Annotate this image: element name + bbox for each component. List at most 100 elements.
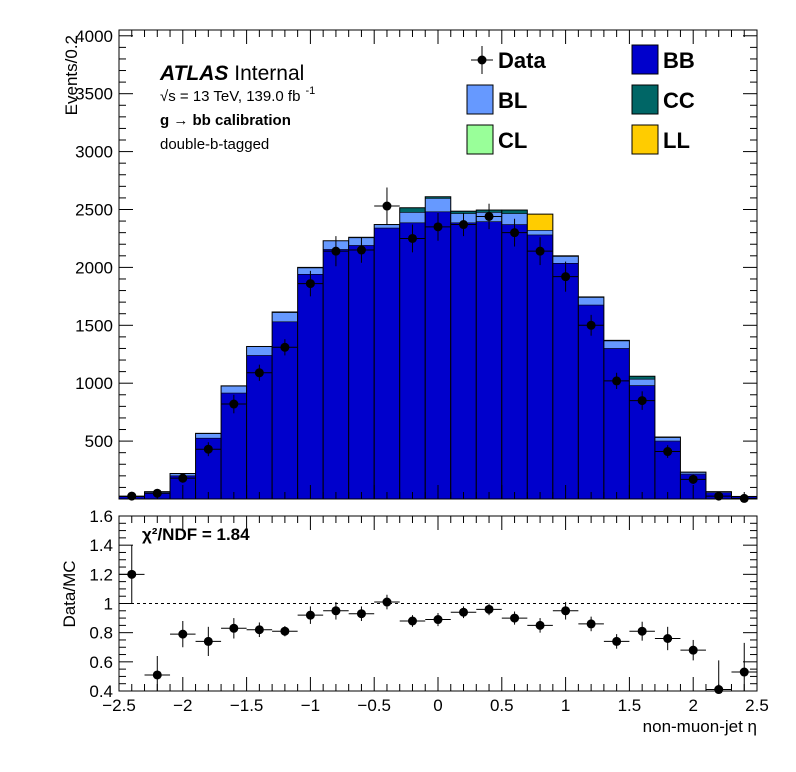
x-tick-label: 0 xyxy=(433,696,442,715)
legend-label: CL xyxy=(498,128,527,153)
bar-bb xyxy=(297,274,324,499)
energy-label: √s = 13 TeV, 139.0 fb -1 xyxy=(160,85,315,105)
x-tick-label: −1.5 xyxy=(230,696,264,715)
legend-swatch xyxy=(466,84,494,115)
data-point xyxy=(663,447,673,457)
ratio-point xyxy=(663,634,673,643)
bar-bb xyxy=(578,305,604,499)
legend-entry-data: Data xyxy=(471,46,546,74)
bar-bl xyxy=(195,433,222,439)
y-tick-label: 2000 xyxy=(75,258,113,277)
data-point xyxy=(484,211,494,221)
bar-bl xyxy=(552,256,579,264)
bar-bl xyxy=(399,212,426,223)
bar-bl xyxy=(425,198,451,212)
legend-swatch xyxy=(466,124,494,155)
bar-bb xyxy=(348,245,375,499)
ratio-point xyxy=(535,620,545,630)
ratio-point xyxy=(331,606,341,616)
data-point xyxy=(459,220,469,230)
bar-bb xyxy=(374,228,400,499)
atlas-label: ATLAS Internal xyxy=(159,62,304,85)
data-point xyxy=(637,396,647,406)
y-tick-label: 4000 xyxy=(75,27,113,46)
data-point xyxy=(586,320,596,330)
legend-label: BL xyxy=(498,88,527,113)
chi2-label: χ²/NDF = 1.84 xyxy=(142,525,250,544)
ratio-point xyxy=(561,606,571,616)
legend-label: CC xyxy=(663,88,695,113)
ratio-y-tick-label: 0.8 xyxy=(89,624,113,643)
bar-bl xyxy=(527,230,553,235)
legend-entry-bl: BL xyxy=(466,84,527,115)
bar-bb xyxy=(527,234,553,499)
data-point xyxy=(612,376,622,386)
data-point xyxy=(688,474,698,484)
bar-bb xyxy=(501,224,528,499)
ratio-point xyxy=(637,626,647,636)
data-point xyxy=(178,473,188,483)
y-tick-label: 1500 xyxy=(75,316,113,335)
x-axis-label: non-muon-jet η xyxy=(643,717,757,736)
ratio-y-tick-label: 1.2 xyxy=(89,565,113,584)
legend-entry-cc: CC xyxy=(631,84,695,115)
ratio-y-tick-label: 0.6 xyxy=(89,653,113,672)
ratio-point xyxy=(739,667,749,677)
data-point xyxy=(433,222,443,232)
bar-bb xyxy=(425,211,451,499)
data-point xyxy=(535,246,545,256)
ratio-point xyxy=(280,626,290,636)
ratio-point xyxy=(152,670,162,680)
ratio-y-tick-label: 0.4 xyxy=(89,682,113,701)
ratio-point xyxy=(433,615,443,625)
x-tick-label: 2 xyxy=(688,696,697,715)
ratio-point xyxy=(407,616,417,626)
bar-bl xyxy=(578,297,604,306)
ratio-y-tick-label: 1 xyxy=(104,595,113,614)
legend-label: BB xyxy=(663,48,695,73)
data-point xyxy=(254,368,264,378)
ratio-y-tick-label: 1.4 xyxy=(89,536,113,555)
ratio-point xyxy=(305,610,315,620)
x-tick-label: 0.5 xyxy=(490,696,514,715)
legend-label: Data xyxy=(498,48,546,73)
data-point xyxy=(229,399,239,409)
bar-bb xyxy=(552,263,579,499)
y-tick-label: 500 xyxy=(85,432,113,451)
bar-cc xyxy=(450,211,477,214)
y-tick-label: 3500 xyxy=(75,85,113,104)
bar-bb xyxy=(450,222,477,500)
bar-bl xyxy=(246,346,273,356)
bar-bb xyxy=(323,249,349,499)
data-point xyxy=(305,279,315,289)
y-tick-label: 2500 xyxy=(75,200,113,219)
ratio-point xyxy=(586,619,596,629)
ratio-point xyxy=(254,625,264,635)
bar-ll xyxy=(527,214,553,231)
main-histogram-panel: 500 1000 1500 2000 2500 3000 3500 4000Events/0.… xyxy=(62,27,758,503)
ratio-point xyxy=(688,645,698,655)
bar-cc xyxy=(425,196,451,199)
bar-bb xyxy=(399,222,426,500)
ratio-point xyxy=(178,629,188,639)
y-tick-label: 1000 xyxy=(75,374,113,393)
ratio-point xyxy=(382,597,392,607)
data-point xyxy=(561,272,571,282)
ratio-point xyxy=(612,636,622,646)
y-axis-label: Events/0.2 xyxy=(62,35,81,115)
bar-bl xyxy=(654,437,681,442)
legend-entry-bb: BB xyxy=(631,44,695,75)
x-tick-label: −2 xyxy=(173,696,192,715)
x-tick-label: −0.5 xyxy=(357,696,391,715)
data-point xyxy=(356,245,366,255)
y-tick-label: 3000 xyxy=(75,143,113,162)
x-tick-label: −1 xyxy=(301,696,320,715)
x-tick-label: 1.5 xyxy=(618,696,642,715)
legend-entry-ll: LL xyxy=(631,124,690,155)
ratio-axis-label: Data/MC xyxy=(60,560,79,627)
ratio-point xyxy=(459,607,469,617)
bar-bl xyxy=(680,472,706,475)
ratio-y-tick-label: 1.6 xyxy=(89,507,113,526)
bar-cc xyxy=(501,210,528,214)
